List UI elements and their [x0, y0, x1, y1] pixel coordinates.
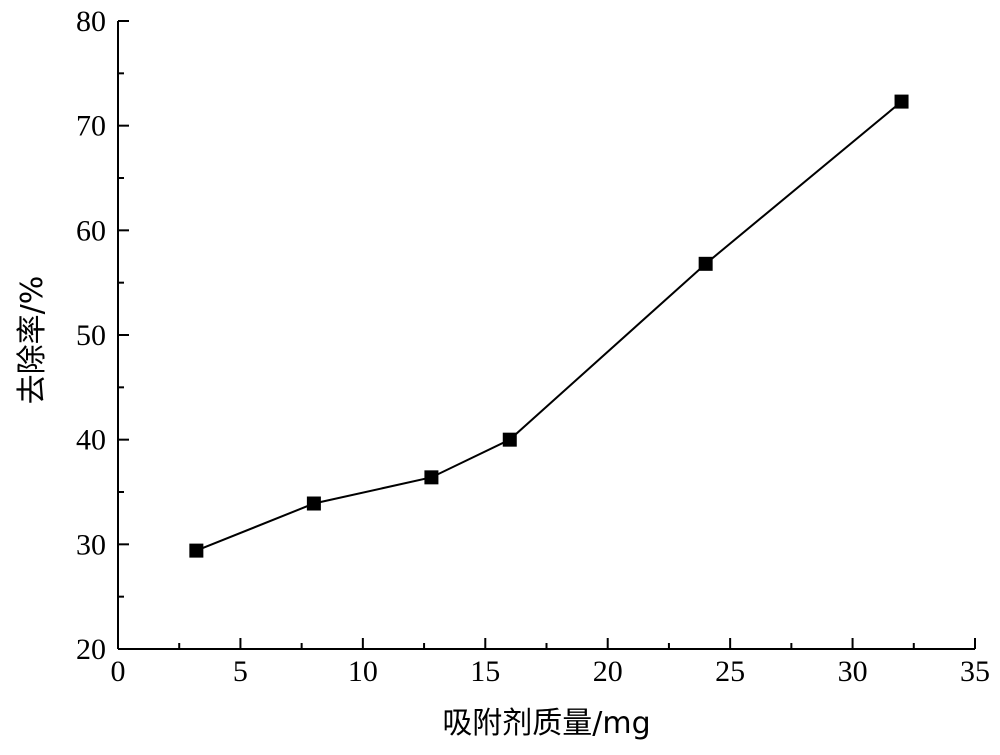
x-tick-label: 10 [348, 655, 378, 688]
axes: 0 5 10 15 20 25 30 35 20 30 40 50 60 70 80 [76, 5, 990, 688]
x-tick-label: 20 [593, 655, 623, 688]
data-point-marker [306, 496, 321, 511]
data-point-marker [698, 256, 713, 271]
y-tick-label: 30 [76, 528, 106, 561]
data-point-marker [189, 543, 204, 558]
x-tick-label: 30 [838, 655, 868, 688]
y-tick-label: 70 [76, 110, 106, 143]
series-layer [189, 94, 909, 558]
series-line [195, 100, 903, 552]
y-tick-label: 50 [76, 319, 106, 352]
x-tick-label: 0 [111, 655, 126, 688]
y-tick-label: 60 [76, 214, 106, 247]
x-tick-label: 25 [715, 655, 745, 688]
data-point-marker [894, 94, 909, 109]
x-tick-label: 15 [470, 655, 500, 688]
x-tick-label: 5 [233, 655, 248, 688]
y-tick-label: 20 [76, 633, 106, 666]
y-tick-label: 80 [76, 5, 106, 38]
data-point-marker [502, 432, 517, 447]
data-point-marker [424, 470, 439, 485]
x-axis-title: 吸附剂质量/mg [442, 706, 650, 741]
x-tick-label: 35 [960, 655, 990, 688]
y-axis-title: 去除率/% [15, 276, 50, 405]
y-tick-label: 40 [76, 424, 106, 457]
